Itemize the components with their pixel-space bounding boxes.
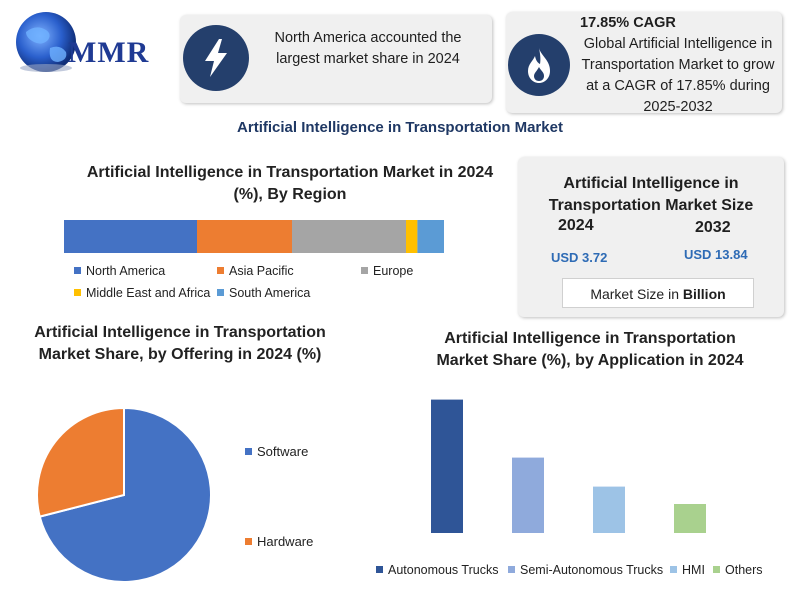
legend-swatch <box>670 566 677 574</box>
legend-label: Software <box>257 444 309 459</box>
legend-item-hmi: HMI <box>670 563 705 577</box>
bar-segment-north-america <box>64 220 197 253</box>
north-america-info-card: North America accounted the largest mark… <box>180 15 492 103</box>
legend-item-south-america: South America <box>217 286 310 300</box>
legend-label: Asia Pacific <box>229 264 294 278</box>
market-size-title: Artificial Intelligence in Transportatio… <box>548 175 754 214</box>
cagr-info-card: 17.85% CAGR Global Artificial Intelligen… <box>506 12 782 115</box>
legend-swatch <box>361 267 368 275</box>
offering-chart-title: Artificial Intelligence in Transportatio… <box>34 324 326 363</box>
mmr-logo: MMR <box>10 6 170 86</box>
cagr-label: 17.85% CAGR <box>580 15 676 31</box>
legend-label: Others <box>725 563 763 577</box>
legend-swatch <box>217 267 224 275</box>
bar-segment-south-america <box>417 220 444 253</box>
legend-label: North America <box>86 264 166 278</box>
lightning-bolt-icon <box>183 25 249 91</box>
bar-others <box>674 504 706 533</box>
legend-item-middle-east-and-africa: Middle East and Africa <box>74 286 210 300</box>
bar-segment-middle-east-and-africa <box>406 220 418 253</box>
legend-label: Semi-Autonomous Trucks <box>520 563 664 577</box>
pie-slice-software <box>38 406 212 583</box>
year-2032-label: 2032 <box>695 219 731 236</box>
unit-prefix: Market Size in <box>590 286 683 302</box>
legend-item-software: Software <box>245 444 308 459</box>
offering-pie-chart <box>36 406 212 583</box>
legend-swatch <box>74 267 81 275</box>
legend-swatch <box>245 538 252 546</box>
market-size-panel: Artificial Intelligence in Transportatio… <box>518 157 784 317</box>
legend-label: Hardware <box>257 534 314 549</box>
legend-item-others: Others <box>713 563 763 577</box>
legend-swatch <box>713 566 720 574</box>
north-america-text: North America accounted the largest mark… <box>274 30 462 67</box>
market-size-unit: Market Size in Billion <box>562 278 754 308</box>
pie-slice-hardware <box>36 406 125 518</box>
legend-item-autonomous-trucks: Autonomous Trucks <box>376 563 498 577</box>
legend-item-hardware: Hardware <box>245 534 313 549</box>
legend-swatch <box>376 566 383 574</box>
legend-label: Middle East and Africa <box>86 286 211 300</box>
region-stacked-bar <box>64 220 444 253</box>
bar-semi-autonomous-trucks <box>512 457 544 533</box>
unit-bold: Billion <box>682 286 726 302</box>
legend-label: Europe <box>373 264 414 278</box>
value-2032: USD 13.84 <box>684 247 748 262</box>
legend-item-north-america: North America <box>74 264 165 278</box>
bar-segment-europe <box>292 220 406 253</box>
cagr-text: Global Artificial Intelligence in Transp… <box>581 36 775 115</box>
globe-icon <box>16 12 76 72</box>
value-2024: USD 3.72 <box>551 250 608 265</box>
legend-swatch <box>508 566 515 574</box>
legend-item-semi-autonomous-trucks: Semi-Autonomous Trucks <box>508 563 663 577</box>
legend-item-asia-pacific: Asia Pacific <box>217 264 294 278</box>
application-bar-chart <box>431 399 706 533</box>
legend-label: South America <box>229 286 311 300</box>
bar-segment-asia-pacific <box>197 220 292 253</box>
region-chart-title: Artificial Intelligence in Transportatio… <box>86 164 494 203</box>
legend-label: HMI <box>682 563 705 577</box>
main-title: Artificial Intelligence in Transportatio… <box>237 119 563 136</box>
application-chart-title: Artificial Intelligence in Transportatio… <box>436 330 744 369</box>
legend-label: Autonomous Trucks <box>388 563 499 577</box>
legend-swatch <box>245 448 252 456</box>
flame-icon <box>508 34 570 96</box>
logo-text: MMR <box>68 36 150 69</box>
bar-autonomous-trucks <box>431 399 463 533</box>
bar-hmi <box>593 486 625 533</box>
year-2024-label: 2024 <box>558 217 594 234</box>
legend-swatch <box>74 289 81 297</box>
legend-item-europe: Europe <box>361 264 413 278</box>
legend-swatch <box>217 289 224 297</box>
